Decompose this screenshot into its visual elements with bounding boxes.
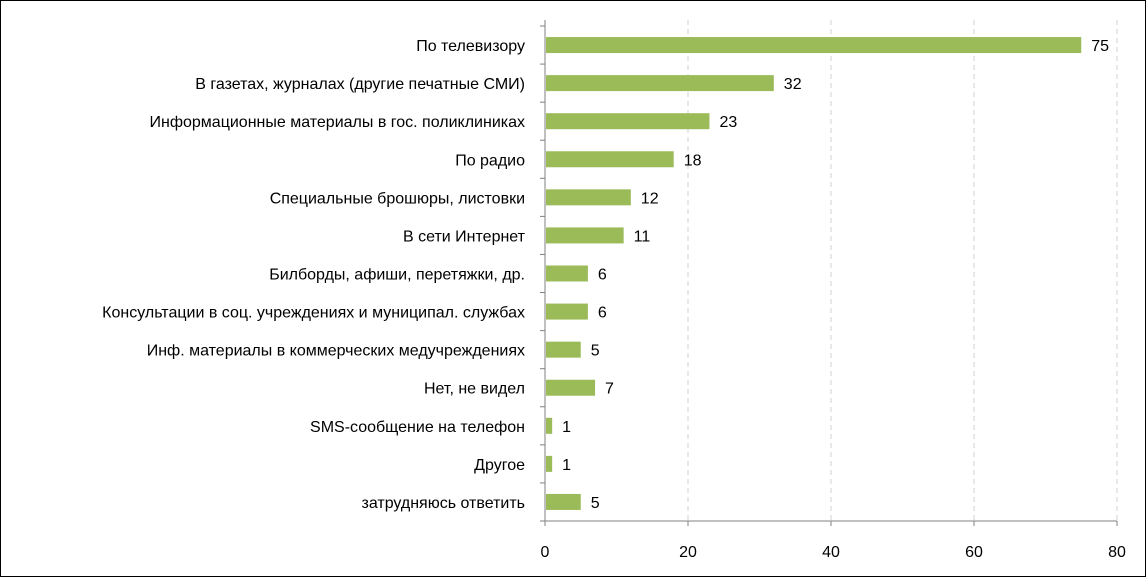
category-label: затрудняюсь ответить xyxy=(361,495,525,512)
category-label: Консультации в соц. учреждениях и муници… xyxy=(102,305,525,322)
bar xyxy=(546,189,631,206)
bar xyxy=(546,455,553,472)
value-label: 12 xyxy=(641,190,659,207)
category-label: Специальные брошюры, листовки xyxy=(270,190,525,207)
value-label: 1 xyxy=(562,457,571,474)
value-label: 75 xyxy=(1091,38,1109,55)
category-label: SMS-сообщение на телефон xyxy=(310,419,525,436)
value-label: 6 xyxy=(598,305,607,322)
bar xyxy=(546,303,588,320)
bar xyxy=(546,493,581,510)
value-label: 5 xyxy=(591,343,600,360)
axes xyxy=(540,20,1118,526)
bar xyxy=(546,379,596,396)
value-label: 11 xyxy=(634,228,651,245)
category-label: Информационные материалы в гос. поликлин… xyxy=(150,114,526,131)
value-label: 18 xyxy=(684,152,702,169)
category-label: Другое xyxy=(474,457,525,474)
value-label: 23 xyxy=(719,114,737,131)
bar xyxy=(546,37,1082,54)
category-label: Нет, не видел xyxy=(424,381,525,398)
bars xyxy=(546,37,1082,510)
bar xyxy=(546,341,581,358)
value-label: 6 xyxy=(598,267,607,284)
x-tick-label: 40 xyxy=(822,544,840,561)
bar xyxy=(546,113,710,130)
x-tick-label: 0 xyxy=(541,544,550,561)
x-tick-label: 20 xyxy=(679,544,697,561)
bar xyxy=(546,417,553,434)
gridlines xyxy=(687,20,1118,521)
value-label: 32 xyxy=(784,76,802,93)
value-label: 7 xyxy=(605,381,614,398)
value-label: 5 xyxy=(591,495,600,512)
bar xyxy=(546,227,624,244)
bar xyxy=(546,265,588,282)
x-tick-label: 60 xyxy=(965,544,983,561)
category-label: По радио xyxy=(455,152,525,169)
bar xyxy=(546,75,774,92)
category-label: Билборды, афиши, перетяжки, др. xyxy=(269,267,525,284)
category-label: Инф. материалы в коммерческих медучрежде… xyxy=(147,343,525,360)
x-tick-label: 80 xyxy=(1108,544,1126,561)
category-label: По телевизору xyxy=(416,38,525,55)
bar xyxy=(546,151,674,168)
category-label: В сети Интернет xyxy=(403,228,526,245)
value-label: 1 xyxy=(562,419,571,436)
category-label: В газетах, журналах (другие печатные СМИ… xyxy=(195,76,525,93)
